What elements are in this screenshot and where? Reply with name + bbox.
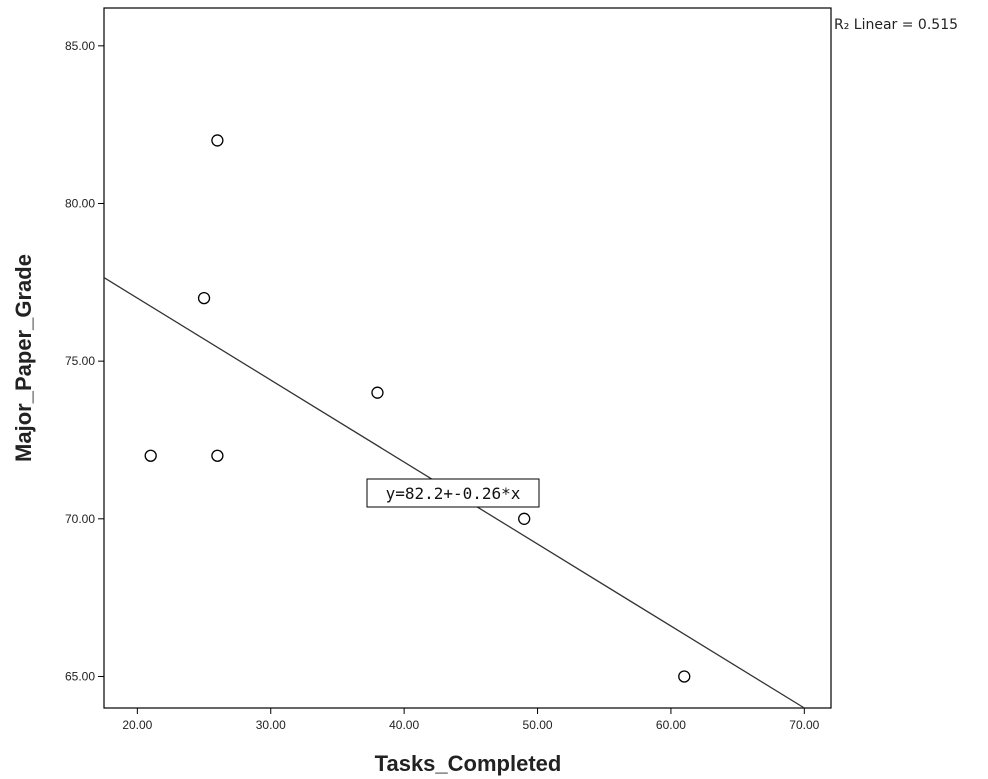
y-tick-label: 70.00 bbox=[65, 512, 95, 526]
equation-label-layer: y=82.2+-0.26*x bbox=[366, 478, 540, 508]
data-point bbox=[518, 512, 531, 525]
x-tick-label: 40.00 bbox=[389, 718, 419, 732]
data-point bbox=[211, 134, 224, 147]
r-squared-label: R₂ Linear = 0.515 bbox=[834, 17, 958, 33]
equation-box bbox=[366, 478, 540, 508]
y-tick-label: 65.00 bbox=[65, 669, 95, 683]
x-tick-label: 60.00 bbox=[656, 718, 686, 732]
points-layer bbox=[144, 134, 691, 683]
data-point bbox=[197, 291, 211, 305]
x-tick-label: 30.00 bbox=[256, 718, 286, 732]
data-point bbox=[144, 449, 157, 462]
y-tick-label: 75.00 bbox=[65, 354, 95, 368]
x-axis-ticks: 20.00 30.00 40.00 50.00 60.00 70.00 bbox=[122, 708, 820, 732]
y-axis-ticks: 65.00 70.00 75.00 80.00 85.00 bbox=[65, 39, 104, 683]
data-point bbox=[678, 670, 691, 683]
data-point bbox=[371, 386, 384, 399]
x-axis-title: Tasks_Completed bbox=[375, 751, 562, 776]
data-point bbox=[211, 449, 224, 462]
y-tick-label: 85.00 bbox=[65, 39, 95, 53]
x-tick-label: 70.00 bbox=[789, 718, 819, 732]
plot-frame bbox=[103, 7, 832, 709]
x-tick-label: 20.00 bbox=[122, 718, 152, 732]
y-tick-label: 80.00 bbox=[65, 196, 95, 210]
x-tick-label: 50.00 bbox=[523, 718, 553, 732]
y-axis-title: Major_Paper_Grade bbox=[11, 254, 36, 462]
equation-label: y=82.2+-0.26*x bbox=[386, 484, 521, 503]
